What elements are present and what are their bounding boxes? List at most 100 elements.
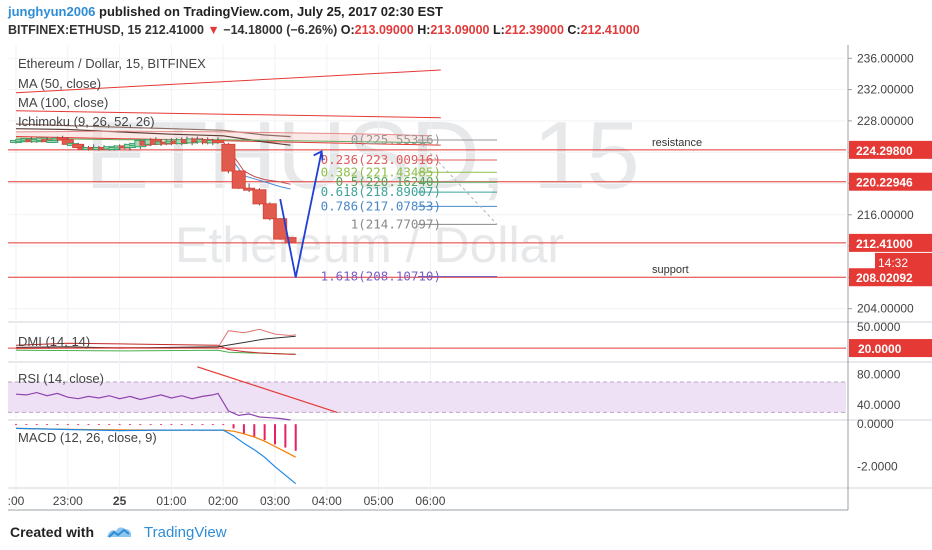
fib-level-label: 1.618(208.10710) — [321, 269, 441, 284]
countdown-tag — [875, 252, 932, 271]
candle-body — [212, 139, 225, 143]
dmi-pane-background — [8, 323, 846, 362]
x-tick-label: 02:00 — [208, 494, 238, 508]
macd-pane-background — [8, 421, 846, 488]
price-tag — [849, 268, 932, 287]
support-label: support — [652, 264, 689, 276]
dmi-adx-line — [15, 335, 296, 349]
fib-level-label: 0.5(220.16240) — [336, 174, 441, 189]
x-tick-label: 06:00 — [415, 494, 445, 508]
fib-level-label: 0.382(221.43485) — [321, 164, 441, 179]
candle-body — [243, 187, 256, 191]
ichimoku-cloud — [16, 131, 431, 143]
macd-line — [15, 427, 297, 485]
candle-body — [252, 189, 267, 205]
study-label: MA (50, close) — [18, 76, 101, 91]
fib-level-label: 1(214.77097) — [351, 216, 441, 231]
watermark-name: Ethereum / Dollar — [175, 217, 564, 273]
rsi-divergence-line — [197, 366, 338, 413]
study-label: Ichimoku (9, 26, 52, 26) — [18, 114, 155, 129]
close-label: C: — [567, 23, 581, 37]
created-with-text: Created with — [10, 524, 95, 540]
open-value: 213.09000 — [354, 23, 414, 37]
y-tick-label: 236.00000 — [857, 51, 914, 65]
y-tick-label: 204.00000 — [857, 302, 914, 316]
low-label: L: — [493, 23, 505, 37]
candle-body — [231, 170, 246, 189]
y-tick-label: 216.00000 — [857, 208, 914, 222]
ichimoku-line — [15, 130, 431, 137]
macd-signal-line — [15, 427, 296, 458]
rsi-band — [8, 382, 846, 413]
price-tag — [849, 172, 932, 191]
price-tag — [849, 233, 932, 252]
red-channel-line — [15, 136, 441, 146]
dmi-y-tick-label: 50.0000 — [857, 320, 901, 334]
rsi-y-tick-label: 40.0000 — [857, 398, 901, 412]
high-value: 213.09000 — [430, 23, 490, 37]
last-price: 212.41000 — [144, 23, 204, 37]
open-label: O: — [340, 23, 355, 37]
down-arrow-icon: ▼ — [207, 23, 220, 37]
chart-title: Ethereum / Dollar, 15, BITFINEX — [18, 56, 206, 71]
candle-body — [262, 203, 277, 220]
study-label: MA (100, close) — [18, 95, 108, 110]
macd-title: MACD (12, 26, close, 9) — [18, 430, 157, 445]
high-label: H: — [417, 23, 431, 37]
fib-level-label: 0.618(218.89007) — [321, 184, 441, 199]
price-tag — [849, 140, 932, 159]
y-tick-label: 228.00000 — [857, 114, 914, 128]
x-tick-label: 03:00 — [260, 494, 290, 508]
footer: Created with TradingView — [10, 520, 227, 544]
symbol-line: BITFINEX:ETHUSD, 15 212.41000 ▼ −14.1800… — [8, 23, 640, 37]
low-value: 212.39000 — [504, 23, 564, 37]
price-chart[interactable]: ETHUSD, 15 Ethereum / Dollar resistance sup… — [0, 0, 932, 520]
ma100-line — [15, 123, 291, 138]
chart-header: junghyun2006 published on TradingView.co… — [0, 0, 932, 44]
red-channel-line — [15, 110, 441, 119]
price-tag-label: 208.02092 — [856, 271, 913, 285]
candle-body — [46, 139, 59, 143]
macd-y-tick-label: -2.0000 — [857, 460, 898, 474]
price-tag-label: 224.29800 — [856, 144, 913, 158]
projection-arrow-line — [279, 151, 323, 278]
projection-arrowhead — [313, 150, 324, 161]
x-tick-label: 05:00 — [364, 494, 394, 508]
macd-y-tick-label: 0.0000 — [857, 417, 894, 431]
resistance-label: resistance — [652, 137, 702, 149]
y-tick-label: 232.00000 — [857, 83, 914, 97]
dmi-level-tag — [849, 339, 932, 358]
candle-body — [221, 143, 236, 172]
candle-body — [284, 237, 297, 244]
fib-trend-line — [417, 139, 498, 225]
x-tick-label: 25 — [113, 494, 127, 508]
fib-level-label: 0.786(217.07853) — [321, 198, 441, 213]
symbol-name: BITFINEX:ETHUSD, 15 — [8, 23, 142, 37]
red-trend-line — [15, 69, 441, 94]
dmi-level-label: 20.0000 — [858, 342, 902, 356]
close-value: 212.41000 — [580, 23, 640, 37]
watermark-symbol: ETHUSD, 15 — [85, 102, 640, 209]
published-text: published on TradingView.com, July 25, 2… — [99, 4, 443, 19]
dmi-minus-line — [15, 342, 296, 355]
rsi-y-tick-label: 80.0000 — [857, 367, 901, 381]
countdown-label: 14:32 — [878, 256, 908, 270]
x-tick-label: 04:00 — [312, 494, 342, 508]
ma50-line — [15, 128, 291, 146]
publish-line: junghyun2006 published on TradingView.co… — [8, 4, 443, 19]
fib-level-label: 0(225.55316) — [351, 132, 441, 147]
x-tick-label: :00 — [8, 494, 25, 508]
x-tick-label: 23:00 — [53, 494, 83, 508]
ichimoku-line — [15, 137, 431, 144]
dmi-title: DMI (14, 14) — [18, 334, 90, 349]
price-tag-label: 212.41000 — [856, 237, 913, 251]
rsi-line — [15, 391, 291, 421]
fib-level-label: 0.236(223.00916) — [321, 152, 441, 167]
author-link[interactable]: junghyun2006 — [8, 4, 96, 19]
price-change: −14.18000 (−6.26%) — [223, 23, 338, 37]
price-tag-label: 220.22946 — [856, 176, 913, 190]
x-tick-label: 01:00 — [156, 494, 186, 508]
dmi-green-line — [15, 349, 296, 355]
tradingview-brand[interactable]: TradingView — [144, 523, 227, 541]
rsi-title: RSI (14, close) — [18, 371, 104, 386]
